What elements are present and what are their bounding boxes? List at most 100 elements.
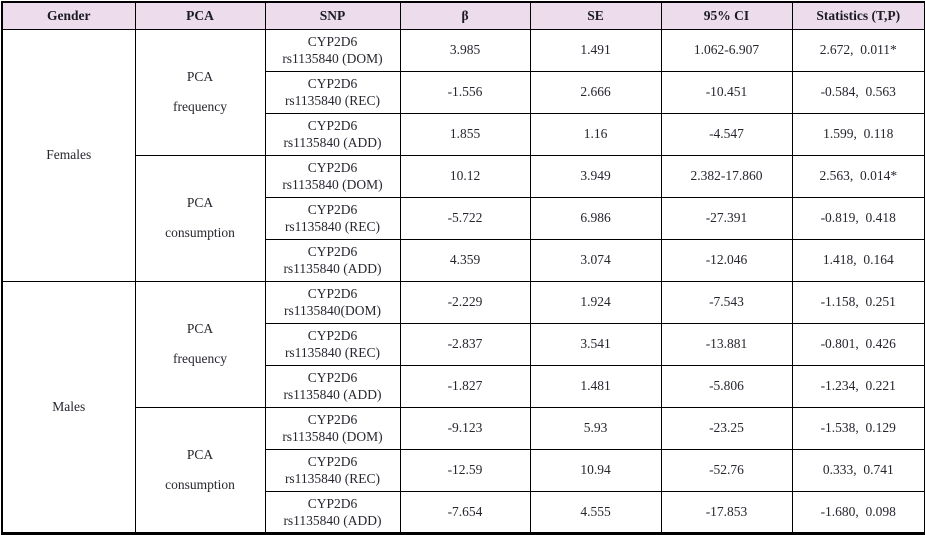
snp-cell: CYP2D6 rs1135840 (DOM) (264, 154, 401, 198)
beta-cell: -2.837 (399, 322, 531, 366)
statistics-cell: -1.234, 0.221 (791, 364, 925, 408)
snp-variant: rs1135840 (DOM) (282, 51, 383, 66)
table-row: CYP2D6 rs1135840 (REC) -1.556 2.666 -10.… (2, 70, 925, 114)
table-row: CYP2D6 rs1135840 (REC) -5.722 6.986 -27.… (2, 196, 925, 240)
snp-cell: CYP2D6 rs1135840 (DOM) (264, 406, 401, 450)
snp-variant: rs1135840 (DOM) (282, 429, 383, 444)
gender-cell: Males (1, 280, 136, 534)
pca-label-line1: PCA (186, 321, 214, 336)
snp-cell: CYP2D6 rs1135840 (ADD) (264, 490, 401, 534)
pca-cell: PCA consumption (134, 406, 266, 534)
beta-cell: -7.654 (399, 490, 531, 534)
se-cell: 6.986 (529, 196, 662, 240)
pca-label-line2: consumption (165, 476, 235, 492)
se-cell: 10.94 (529, 448, 662, 492)
table-row: Females PCA frequency CYP2D6 rs1135840 (… (1, 28, 925, 282)
statistics-cell: 2.672, 0.011* (791, 28, 925, 72)
snp-cell: CYP2D6 rs1135840 (REC) (264, 322, 401, 366)
snp-gene: CYP2D6 (307, 412, 358, 427)
beta-cell: 3.985 (399, 28, 531, 72)
beta-cell: -9.123 (399, 406, 531, 450)
column-header-beta: β (399, 1, 531, 30)
snp-cell: CYP2D6 rs1135840 (REC) (264, 70, 401, 114)
se-cell: 3.949 (529, 154, 662, 198)
snp-variant: rs1135840 (ADD) (283, 512, 382, 528)
statistics-cell: -1.538, 0.129 (791, 406, 925, 450)
snp-variant: rs1135840 (ADD) (283, 135, 382, 150)
se-cell: 1.924 (529, 280, 662, 324)
snp-gene: CYP2D6 (307, 244, 358, 259)
snp-gene: CYP2D6 (307, 34, 358, 49)
snp-cell: CYP2D6 rs1135840 (ADD) (264, 238, 401, 282)
pca-cell: PCA consumption (134, 154, 266, 282)
table-row: CYP2D6 rs1135840 (REC) -2.837 3.541 -13.… (2, 322, 925, 366)
pca-label-line1: PCA (186, 69, 214, 84)
se-cell: 1.491 (529, 28, 662, 72)
column-header-ci: 95% CI (660, 1, 793, 30)
ci-cell: -12.046 (660, 238, 793, 282)
pca-label-line2: frequency (173, 351, 227, 366)
snp-gene: CYP2D6 (307, 160, 358, 175)
snp-gene: CYP2D6 (307, 286, 358, 301)
statistics-cell: 2.563, 0.014* (791, 154, 925, 198)
table-row: PCA consumption CYP2D6 rs1135840 (DOM) -… (2, 406, 925, 534)
se-cell: 4.555 (529, 490, 662, 534)
pca-label-line1: PCA (186, 446, 214, 462)
column-header-se: SE (529, 1, 662, 30)
snp-gene: CYP2D6 (307, 202, 358, 217)
table-row: Males PCA frequency CYP2D6 rs1135840(DOM… (1, 280, 925, 534)
snp-variant: rs1135840 (ADD) (283, 261, 382, 276)
statistics-cell: 0.333, 0.741 (791, 448, 925, 492)
snp-cell: CYP2D6 rs1135840 (REC) (264, 196, 401, 240)
snp-cell: CYP2D6 rs1135840 (DOM) (264, 28, 401, 72)
beta-cell: -1.556 (399, 70, 531, 114)
beta-cell: -1.827 (399, 364, 531, 408)
header-row: Gender PCA SNP β SE 95% CI Statistics (T… (1, 1, 925, 30)
column-header-snp: SNP (264, 1, 401, 30)
ci-cell: -13.881 (660, 322, 793, 366)
table-row: PCA consumption CYP2D6 rs1135840 (DOM) 1… (2, 154, 925, 282)
beta-cell: -12.59 (399, 448, 531, 492)
ci-cell: -23.25 (660, 406, 793, 450)
statistics-cell: -1.158, 0.251 (791, 280, 925, 324)
beta-cell: 4.359 (399, 238, 531, 282)
ci-cell: -27.391 (660, 196, 793, 240)
snp-cell: CYP2D6 rs1135840(DOM) (264, 280, 401, 324)
ci-cell: -52.76 (660, 448, 793, 492)
snp-gene: CYP2D6 (307, 76, 358, 91)
beta-cell: -5.722 (399, 196, 531, 240)
snp-gene: CYP2D6 (307, 118, 358, 133)
beta-cell: -2.229 (399, 280, 531, 324)
statistics-cell: 1.418, 0.164 (791, 238, 925, 282)
ci-cell: -4.547 (660, 112, 793, 156)
table-row: CYP2D6 rs1135840 (ADD) -7.654 4.555 -17.… (2, 490, 925, 534)
beta-cell: 1.855 (399, 112, 531, 156)
snp-variant: rs1135840 (DOM) (282, 177, 383, 192)
snp-variant: rs1135840 (REC) (284, 345, 381, 360)
pca-label-line2: consumption (165, 225, 235, 240)
se-cell: 2.666 (529, 70, 662, 114)
statistics-cell: -0.819, 0.418 (791, 196, 925, 240)
pca-cell: PCA frequency (134, 280, 266, 408)
statistics-cell: -0.801, 0.426 (791, 322, 925, 366)
column-header-gender: Gender (1, 1, 136, 30)
gender-cell: Females (1, 28, 136, 282)
snp-cell: CYP2D6 rs1135840 (ADD) (264, 112, 401, 156)
table-row: CYP2D6 rs1135840 (ADD) 1.855 1.16 -4.547… (2, 112, 925, 156)
table-row: CYP2D6 rs1135840 (ADD) 4.359 3.074 -12.0… (2, 238, 925, 282)
pca-label-line1: PCA (186, 195, 214, 210)
se-cell: 1.481 (529, 364, 662, 408)
statistics-cell: -0.584, 0.563 (791, 70, 925, 114)
ci-cell: 2.382-17.860 (660, 154, 793, 198)
snp-variant: rs1135840 (REC) (284, 471, 381, 486)
pca-cell: PCA frequency (134, 28, 266, 156)
snp-cell: CYP2D6 rs1135840 (ADD) (264, 364, 401, 408)
beta-cell: 10.12 (399, 154, 531, 198)
se-cell: 3.541 (529, 322, 662, 366)
column-header-statistics: Statistics (T,P) (791, 1, 925, 30)
pca-label-line2: frequency (173, 99, 227, 114)
snp-variant: rs1135840 (REC) (284, 219, 381, 234)
se-cell: 1.16 (529, 112, 662, 156)
